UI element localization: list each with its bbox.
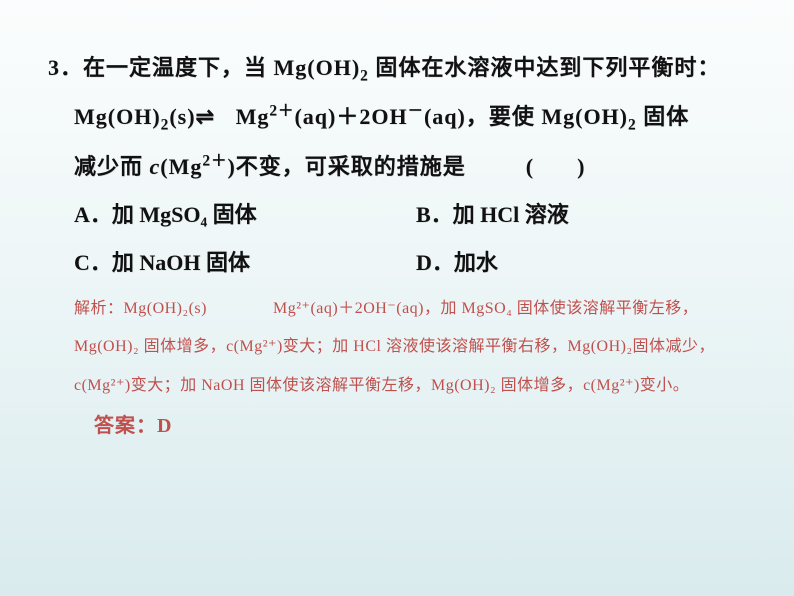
q2-tail: 固体: [637, 104, 690, 129]
question-number: 3．: [48, 55, 83, 80]
q3b: (Mg: [160, 154, 202, 179]
eq-rhs-b-state: (aq)，要使 Mg(OH): [424, 104, 628, 129]
eq-rhs-b-sup: －: [408, 103, 424, 120]
answer-block: 答案：D: [36, 409, 758, 438]
q3-paren: ( ): [526, 154, 585, 179]
explain-text: Mg(OH)₂(s) Mg²⁺(aq)＋2OH⁻(aq)，加 MgSO₄ 固体使…: [74, 300, 715, 394]
option-b: B．加 HCl 溶液: [416, 191, 758, 239]
answer-value: D: [157, 415, 172, 437]
explanation-block: 解析：Mg(OH)₂(s) Mg²⁺(aq)＋2OH⁻(aq)，加 MgSO₄ …: [36, 290, 758, 405]
explain-label: 解析：: [74, 300, 124, 317]
option-d: D．加水: [416, 239, 758, 287]
q3d: )不变，可采取的措施是: [227, 154, 465, 179]
eq-rhs-c-sub: 2: [628, 117, 637, 134]
eq-rhs-a: Mg: [236, 104, 270, 129]
eq-rhs-a-sup: 2＋: [269, 103, 294, 120]
eq-rhs-a-state: (aq)＋2OH: [294, 104, 407, 129]
option-c: C．加 NaOH 固体: [74, 239, 416, 287]
eq-lhs: Mg(OH): [74, 104, 161, 129]
question-block: 3．在一定温度下，当 Mg(OH)2 固体在水溶液中达到下列平衡时： Mg(OH…: [36, 44, 758, 191]
eq-lhs-state: (s): [169, 104, 195, 129]
q1a-sub: 2: [360, 67, 369, 84]
question-line-3: 减少而 c(Mg2＋)不变，可采取的措施是 ( ): [36, 143, 758, 191]
slide-page: 3．在一定温度下，当 Mg(OH)2 固体在水溶液中达到下列平衡时： Mg(OH…: [0, 0, 794, 458]
q3-sup: 2＋: [202, 152, 227, 169]
q1a: 在一定温度下，当 Mg(OH): [83, 55, 360, 80]
options-block: A．加 MgSO₄ 固体 B．加 HCl 溶液 C．加 NaOH 固体 D．加水: [36, 191, 758, 288]
eq-arrow: ⇌: [196, 93, 236, 141]
q3a: 减少而: [74, 154, 150, 179]
question-line-1: 3．在一定温度下，当 Mg(OH)2 固体在水溶液中达到下列平衡时：: [36, 44, 758, 93]
q1b: 固体在水溶液中达到下列平衡时：: [369, 55, 721, 80]
answer-label: 答案：: [94, 415, 157, 437]
question-line-2: Mg(OH)2(s)⇌Mg2＋(aq)＋2OH－(aq)，要使 Mg(OH)2 …: [36, 93, 758, 142]
option-a: A．加 MgSO₄ 固体: [74, 191, 416, 239]
q3-c: c: [150, 154, 161, 179]
